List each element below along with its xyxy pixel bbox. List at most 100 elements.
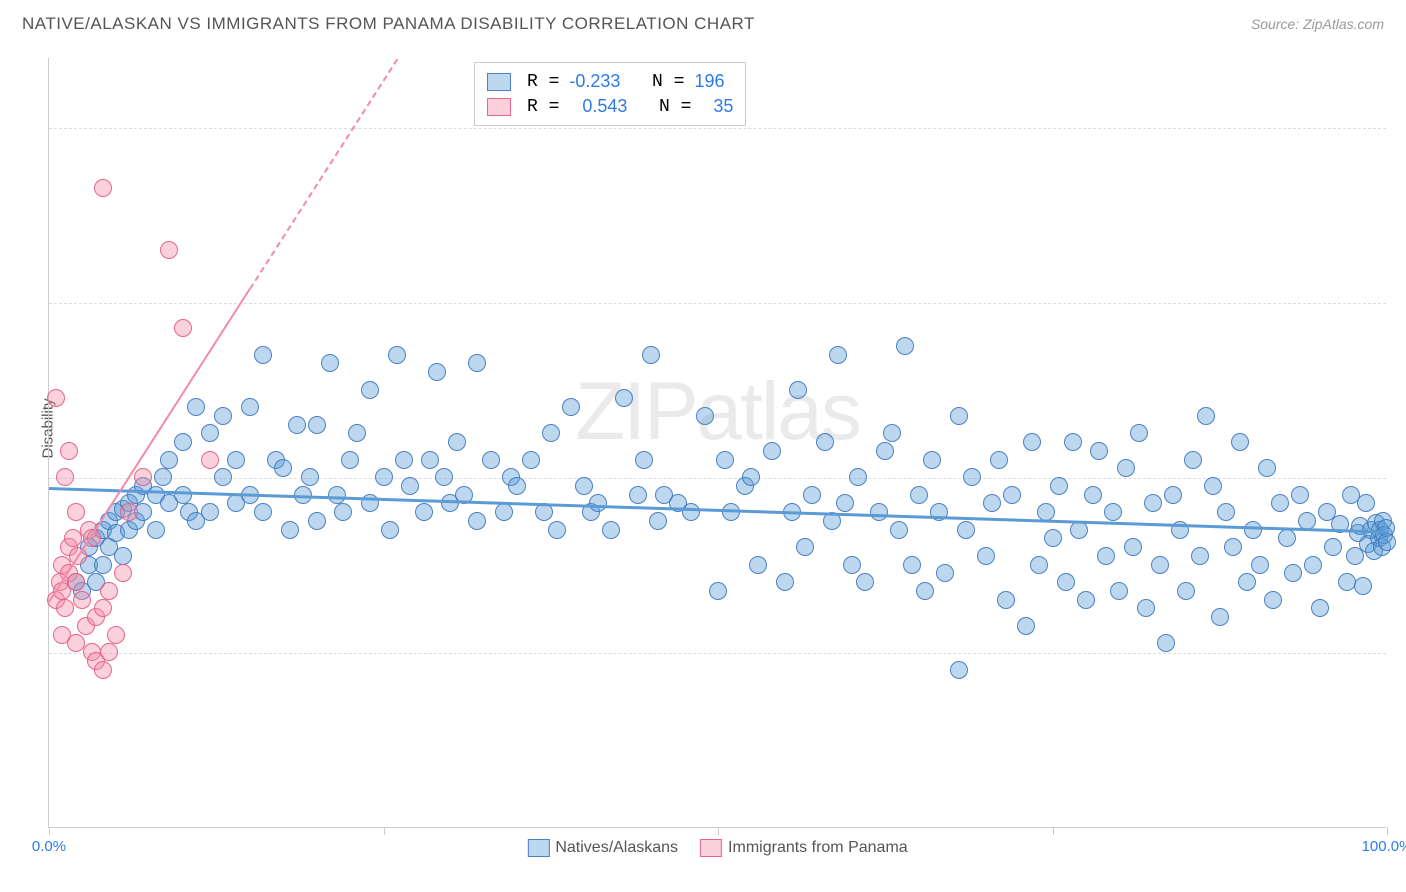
data-point — [495, 503, 513, 521]
data-point — [214, 407, 232, 425]
data-point — [73, 591, 91, 609]
data-point — [1003, 486, 1021, 504]
stat-r-value-0: -0.233 — [569, 71, 620, 92]
data-point — [334, 503, 352, 521]
data-point — [227, 451, 245, 469]
data-point — [107, 626, 125, 644]
data-point — [1271, 494, 1289, 512]
data-point — [589, 494, 607, 512]
x-tick-label: 100.0% — [1362, 838, 1406, 855]
data-point — [716, 451, 734, 469]
data-point — [796, 538, 814, 556]
data-point — [950, 661, 968, 679]
data-point — [629, 486, 647, 504]
data-point — [635, 451, 653, 469]
data-point — [903, 556, 921, 574]
data-point — [1278, 529, 1296, 547]
x-tick — [49, 827, 50, 835]
data-point — [890, 521, 908, 539]
legend-item-1: Immigrants from Panama — [700, 839, 908, 857]
data-point — [542, 424, 560, 442]
data-point — [114, 547, 132, 565]
data-point — [160, 451, 178, 469]
data-point — [803, 486, 821, 504]
data-point — [67, 573, 85, 591]
data-point — [642, 346, 660, 364]
data-point — [100, 582, 118, 600]
data-point — [983, 494, 1001, 512]
data-point — [1264, 591, 1282, 609]
stat-n-value-1: 35 — [701, 96, 733, 117]
data-point — [435, 468, 453, 486]
legend-label-1: Immigrants from Panama — [728, 839, 908, 856]
data-point — [1231, 433, 1249, 451]
data-point — [1097, 547, 1115, 565]
data-point — [963, 468, 981, 486]
data-point — [1258, 459, 1276, 477]
data-point — [1050, 477, 1068, 495]
data-point — [776, 573, 794, 591]
data-point — [1338, 573, 1356, 591]
data-point — [321, 354, 339, 372]
data-point — [64, 529, 82, 547]
gridline — [49, 128, 1386, 129]
data-point — [375, 468, 393, 486]
data-point — [1104, 503, 1122, 521]
data-point — [990, 451, 1008, 469]
data-point — [923, 451, 941, 469]
data-point — [254, 503, 272, 521]
data-point — [174, 319, 192, 337]
data-point — [682, 503, 700, 521]
data-point — [94, 179, 112, 197]
data-point — [241, 398, 259, 416]
data-point — [94, 556, 112, 574]
data-point — [1211, 608, 1229, 626]
data-point — [201, 451, 219, 469]
data-point — [562, 398, 580, 416]
y-tick-label: 20.0% — [1400, 469, 1406, 487]
data-point — [56, 468, 74, 486]
data-point — [361, 381, 379, 399]
data-point — [56, 599, 74, 617]
data-point — [415, 503, 433, 521]
data-point — [1044, 529, 1062, 547]
data-point — [341, 451, 359, 469]
stat-n-label: N = — [637, 97, 691, 117]
x-tick-label: 0.0% — [32, 838, 66, 855]
data-point — [254, 346, 272, 364]
data-point — [548, 521, 566, 539]
data-point — [428, 363, 446, 381]
data-point — [1090, 442, 1108, 460]
data-point — [957, 521, 975, 539]
bottom-legend: Natives/Alaskans Immigrants from Panama — [527, 839, 907, 857]
data-point — [120, 503, 138, 521]
x-tick — [1387, 827, 1388, 835]
legend-label-0: Natives/Alaskans — [555, 839, 678, 856]
trend-line — [49, 487, 1387, 534]
source-label: Source: ZipAtlas.com — [1251, 16, 1384, 32]
data-point — [508, 477, 526, 495]
data-point — [114, 564, 132, 582]
data-point — [100, 643, 118, 661]
legend-item-0: Natives/Alaskans — [527, 839, 678, 857]
data-point — [154, 468, 172, 486]
data-point — [1217, 503, 1235, 521]
x-tick — [384, 827, 385, 835]
stat-r-label: R = — [527, 72, 559, 92]
data-point — [1151, 556, 1169, 574]
data-point — [843, 556, 861, 574]
legend-swatch-0 — [527, 839, 549, 857]
stat-row-series-1: R = 0.543 N = 35 — [487, 94, 733, 119]
data-point — [1224, 538, 1242, 556]
data-point — [876, 442, 894, 460]
data-point — [288, 416, 306, 434]
data-point — [615, 389, 633, 407]
stat-n-value-0: 196 — [694, 71, 724, 92]
x-tick — [1053, 827, 1054, 835]
data-point — [1084, 486, 1102, 504]
data-point — [1077, 591, 1095, 609]
data-point — [147, 521, 165, 539]
data-point — [421, 451, 439, 469]
stat-row-series-0: R = -0.233 N = 196 — [487, 69, 733, 94]
data-point — [749, 556, 767, 574]
